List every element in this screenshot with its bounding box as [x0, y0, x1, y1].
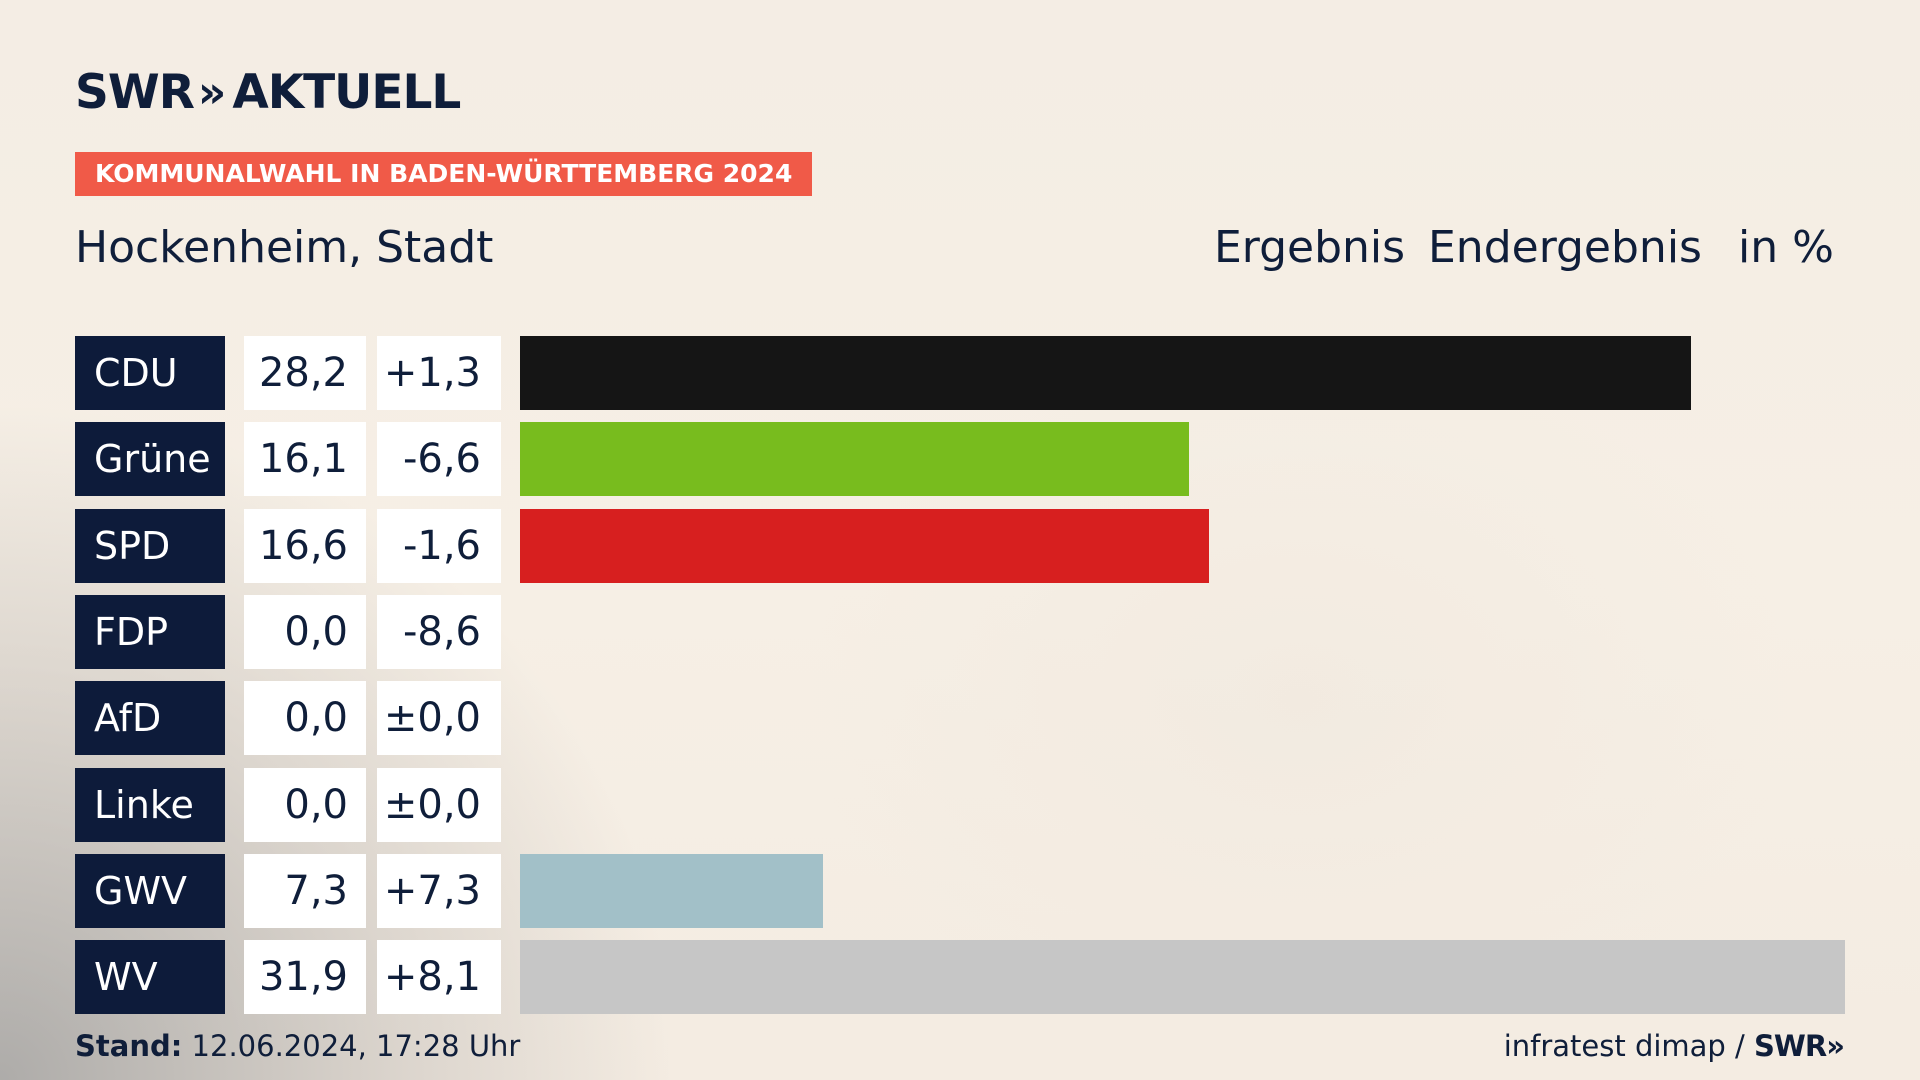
party-label: CDU: [75, 336, 225, 410]
timestamp: Stand: 12.06.2024, 17:28 Uhr: [75, 1028, 520, 1064]
party-label: SPD: [75, 508, 225, 583]
party-label: FDP: [75, 594, 225, 669]
result-bar: [520, 940, 1845, 1015]
result-row: Grüne 16,1 -6,6: [75, 422, 1845, 497]
vote-share-change: -6,6: [377, 422, 501, 497]
vote-share-change: +7,3: [377, 853, 501, 928]
vote-share-change: +1,3: [377, 336, 501, 410]
result-row: WV 31,9 +8,1: [75, 940, 1845, 1015]
party-label: Grüne: [75, 422, 225, 497]
result-bar: [520, 853, 823, 928]
vote-share-change: -8,6: [377, 594, 501, 669]
vote-share-value: 0,0: [244, 594, 366, 669]
column-header-status: Endergebnis: [1428, 222, 1702, 273]
party-label: AfD: [75, 681, 225, 756]
logo-suffix: AKTUELL: [232, 64, 461, 120]
result-row: Linke 0,0 ±0,0: [75, 767, 1845, 842]
vote-share-value: 0,0: [244, 767, 366, 842]
result-bar: [520, 336, 1691, 410]
result-row: GWV 7,3 +7,3: [75, 853, 1845, 928]
column-header-result: Ergebnis: [1214, 222, 1406, 273]
stand-label: Stand:: [75, 1029, 183, 1063]
logo-chevron-icon: »: [197, 66, 227, 118]
source-text: infratest dimap /: [1503, 1029, 1745, 1063]
vote-share-value: 28,2: [244, 336, 366, 410]
source-chevron-icon: »: [1826, 1029, 1845, 1063]
vote-share-value: 0,0: [244, 681, 366, 756]
result-bar: [520, 508, 1209, 583]
column-header-unit: in %: [1738, 222, 1834, 273]
vote-share-change: -1,6: [377, 508, 501, 583]
stand-value: 12.06.2024, 17:28 Uhr: [191, 1029, 521, 1063]
result-row: FDP 0,0 -8,6: [75, 594, 1845, 669]
election-tag: KOMMUNALWAHL IN BADEN-WÜRTTEMBERG 2024: [75, 152, 813, 196]
vote-share-change: ±0,0: [377, 767, 501, 842]
vote-share-change: ±0,0: [377, 681, 501, 756]
result-row: CDU 28,2 +1,3: [75, 336, 1845, 410]
result-row: AfD 0,0 ±0,0: [75, 681, 1845, 756]
result-row: SPD 16,6 -1,6: [75, 508, 1845, 583]
vote-share-change: +8,1: [377, 940, 501, 1015]
party-label: GWV: [75, 853, 225, 928]
vote-share-value: 7,3: [244, 853, 366, 928]
source-credit: infratest dimap / SWR»: [1503, 1028, 1845, 1064]
source-brand: SWR: [1754, 1029, 1827, 1063]
vote-share-value: 31,9: [244, 940, 366, 1015]
vote-share-value: 16,1: [244, 422, 366, 497]
result-bar: [520, 422, 1189, 497]
party-label: Linke: [75, 767, 225, 842]
swr-aktuell-logo: SWR» AKTUELL: [75, 64, 461, 120]
vote-share-value: 16,6: [244, 508, 366, 583]
party-label: WV: [75, 940, 225, 1015]
logo-text: SWR: [75, 64, 195, 120]
location-title: Hockenheim, Stadt: [75, 222, 494, 273]
